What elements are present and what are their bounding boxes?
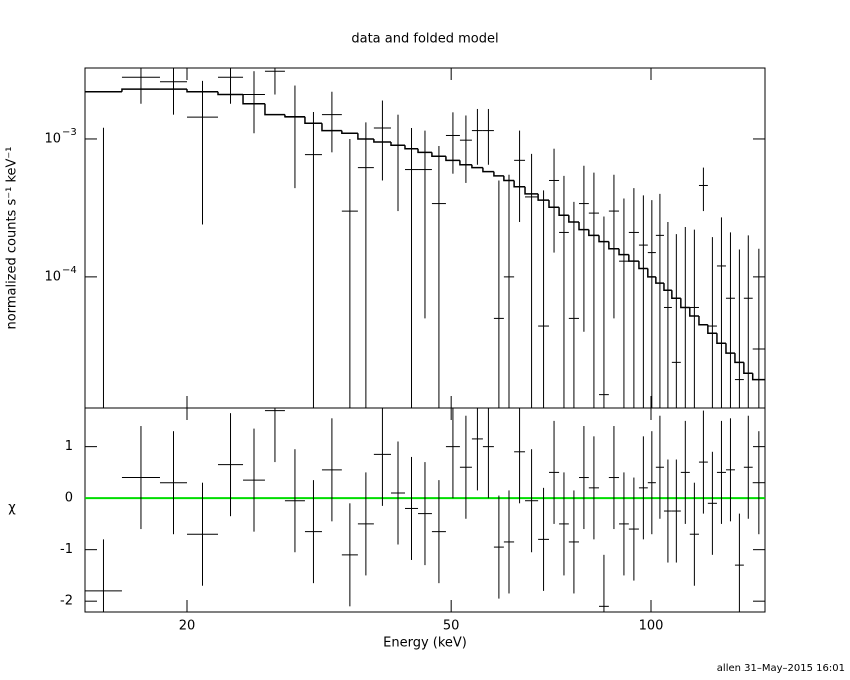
model-step <box>655 276 664 284</box>
model-step <box>513 180 526 188</box>
model-step <box>568 215 580 223</box>
plot-area <box>85 408 765 612</box>
model-step <box>217 91 244 96</box>
x-axis-label: Energy (keV) <box>383 636 467 651</box>
model-step <box>588 229 600 237</box>
plot-frame <box>84 407 766 613</box>
y-tick-label: 10 <box>44 269 61 284</box>
y-tick-label: 10 <box>44 131 61 146</box>
model-step <box>707 324 717 335</box>
model-step <box>304 116 322 124</box>
y-tick-exponent: −4 <box>62 265 77 276</box>
x-tick-label: 20 <box>179 619 196 634</box>
model-step <box>716 333 726 345</box>
y-tick-label: 1 <box>65 439 73 454</box>
model-step <box>548 200 560 208</box>
model-step <box>357 133 374 140</box>
footer: allen 31–May–2015 16:01 <box>717 663 845 674</box>
x-tick-label: 100 <box>639 619 664 634</box>
plot-area <box>85 68 765 408</box>
model-step <box>341 130 358 135</box>
model-step <box>671 290 681 299</box>
model-step <box>121 88 160 92</box>
model-step <box>743 362 753 375</box>
model-step <box>725 343 735 354</box>
model-step <box>618 248 629 256</box>
model-step <box>647 268 656 278</box>
model-step <box>321 123 342 132</box>
model-step <box>524 186 539 195</box>
model-step <box>482 167 494 173</box>
model-step <box>445 156 460 162</box>
model-step <box>431 152 446 157</box>
model-step <box>608 241 620 250</box>
model-step <box>638 261 648 270</box>
model-step <box>558 207 569 216</box>
y-tick-label: -1 <box>60 542 73 557</box>
model-step <box>751 373 765 381</box>
model-step <box>404 145 419 150</box>
model-step <box>242 94 265 105</box>
model-step <box>663 283 672 291</box>
model-step <box>264 103 285 116</box>
y-tick-label: -2 <box>60 594 73 609</box>
model-step <box>503 175 515 182</box>
model-step <box>698 316 708 326</box>
model-step <box>537 193 549 201</box>
y-tick-label: 0 <box>65 491 73 506</box>
model-step <box>471 164 483 169</box>
model-step <box>598 235 609 243</box>
model-step <box>734 353 744 364</box>
model-step <box>459 160 472 166</box>
x-tick-label: 50 <box>443 619 460 634</box>
model-step <box>689 307 699 317</box>
model-step <box>186 89 218 93</box>
model-step <box>493 171 504 177</box>
y-axis-label: normalized counts s⁻¹ keV⁻¹ <box>5 147 20 330</box>
chart-title: data and folded model <box>351 32 498 47</box>
model-step <box>578 221 589 231</box>
y-axis-label: χ <box>8 501 16 516</box>
model-step <box>373 138 391 143</box>
model-step <box>417 148 432 154</box>
y-tick-exponent: −3 <box>62 127 77 138</box>
